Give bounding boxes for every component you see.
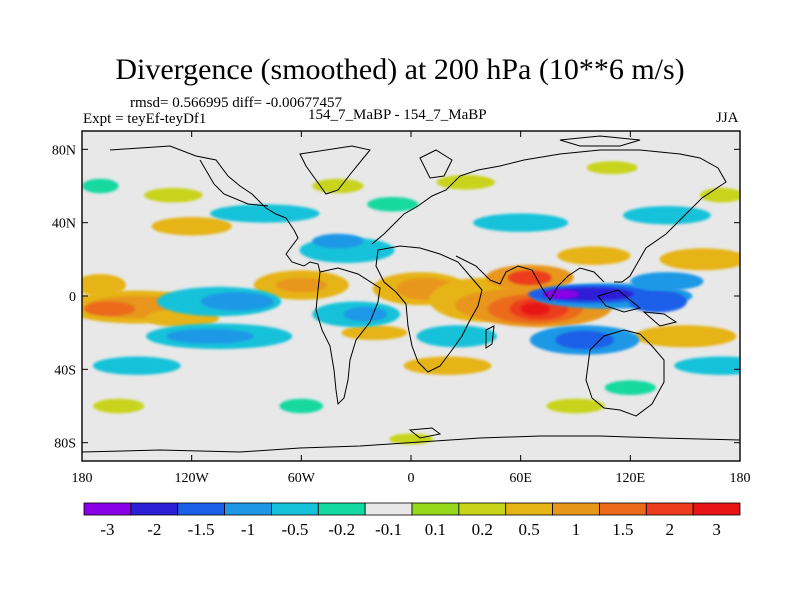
colorbar-swatch-0 (83, 502, 132, 516)
field-patch-32 (416, 325, 497, 348)
field-patch-46 (144, 187, 203, 203)
field-patch-17 (507, 270, 552, 286)
x-tick-label-2: 60W (288, 471, 316, 486)
colorbar-swatch-11 (599, 502, 647, 516)
field-patch-3 (82, 274, 126, 296)
field-patch-39 (628, 290, 687, 313)
colorbar-label-4: -0.5 (281, 520, 308, 539)
colorbar-swatch-4 (271, 502, 319, 516)
colorbar-swatch-13 (692, 502, 741, 516)
field-patch-31 (343, 307, 388, 322)
colorbar-swatch-2 (177, 502, 225, 516)
colorbar-swatch-3 (224, 502, 272, 516)
x-tick-label-5: 120E (616, 471, 646, 486)
rmsd-label: rmsd= 0.566995 diff= -0.00677457 (130, 95, 343, 111)
field-patch-42 (92, 356, 181, 375)
colorbar-label-10: 1 (572, 520, 581, 539)
field-patch-20 (557, 246, 631, 265)
colorbar-swatch-10 (552, 502, 600, 516)
field-patch-51 (93, 398, 145, 414)
field-patch-45 (623, 206, 711, 225)
colorbar-swatch-1 (130, 502, 179, 516)
colorbar-swatch-9 (505, 502, 553, 516)
y-tick-label-4: 80S (54, 437, 76, 452)
colorbar-label-6: -0.1 (375, 520, 402, 539)
colorbar-label-0: -3 (100, 520, 114, 539)
field-patch-25 (200, 292, 274, 311)
x-tick-label-3: 0 (408, 471, 415, 486)
field-patch-55 (82, 178, 119, 194)
field-patch-23 (151, 217, 232, 236)
season-label: JJA (716, 110, 739, 126)
colorbar-label-11: 1.5 (612, 520, 633, 539)
colorbar-label-2: -1.5 (188, 520, 215, 539)
field-patch-49 (586, 161, 638, 175)
colorbar-label-5: -0.2 (328, 520, 355, 539)
field-patch-18 (634, 325, 737, 348)
field-patch-2 (83, 301, 135, 317)
colorbar-swatch-7 (411, 502, 460, 516)
field-patch-15 (520, 302, 550, 316)
map-axes: 180 120W 60W 0 60E 120E 180 80N 40N 0 40S 80S (52, 131, 751, 486)
y-tick-label-0: 80N (52, 143, 76, 158)
field-patch-29 (312, 233, 364, 249)
field-patch-57 (279, 398, 324, 414)
x-tick-label-6: 180 (730, 471, 751, 486)
field-patch-6 (275, 277, 327, 293)
y-tick-label-1: 40N (52, 217, 76, 232)
y-tick-label-3: 40S (54, 363, 76, 378)
chart-title: Divergence (smoothed) at 200 hPa (10**6 … (115, 53, 685, 86)
case-label: 154_7_MaBP - 154_7_MaBP (308, 107, 487, 123)
field-patch-21 (341, 325, 408, 341)
x-tick-label-0: 180 (72, 471, 93, 486)
field-patch-27 (166, 329, 254, 344)
field-patch-44 (473, 213, 569, 232)
colorbar-label-1: -2 (147, 520, 161, 539)
field-patch-43 (209, 204, 320, 223)
field-patch-34 (555, 330, 614, 350)
colorbar-label-12: 2 (665, 520, 674, 539)
field-patch-40 (630, 272, 704, 291)
colorbar-label-13: 3 (712, 520, 721, 539)
field-patch-53 (546, 398, 605, 414)
colorbar-label-7: 0.1 (425, 520, 446, 539)
x-tick-label-1: 120W (175, 471, 210, 486)
field-patch-56 (604, 380, 656, 396)
contour-fill-layer (82, 161, 740, 445)
field-patch-41 (674, 356, 740, 375)
colorbar-label-9: 0.5 (518, 520, 539, 539)
colorbar-swatch-12 (645, 502, 694, 516)
colorbar-label-3: -1 (241, 520, 255, 539)
colorbar-swatch-5 (317, 502, 366, 516)
colorbar-label-8: 0.2 (472, 520, 493, 539)
field-patch-54 (367, 197, 419, 212)
colorbar-swatch-6 (364, 502, 413, 516)
field-patch-48 (436, 175, 495, 190)
x-tick-label-4: 60E (509, 471, 532, 486)
y-tick-label-2: 0 (69, 290, 76, 305)
field-patch-50 (699, 187, 740, 203)
field-patch-19 (659, 248, 740, 271)
colorbar-swatch-8 (458, 502, 507, 516)
field-patch-47 (312, 178, 364, 194)
experiment-label: Expt = teyEf-teyDf1 (83, 111, 207, 127)
colorbar: -3 -2 -1.5 -1 -0.5 -0.2 -0.1 0.1 0.2 0.5 1 1.5 2 3 (83, 502, 741, 539)
coastline-layer (82, 135, 740, 453)
